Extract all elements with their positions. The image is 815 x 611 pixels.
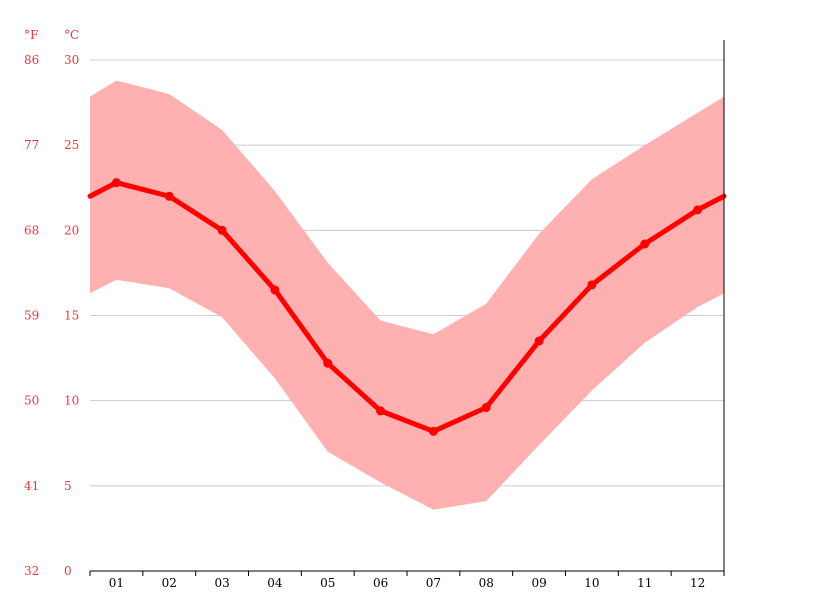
average-point-02 bbox=[164, 191, 174, 201]
fahrenheit-unit-label: °F bbox=[24, 28, 39, 42]
x-tick-label-02: 02 bbox=[162, 576, 177, 590]
axis-layer bbox=[89, 40, 725, 576]
average-point-12 bbox=[693, 205, 703, 215]
average-point-06 bbox=[376, 406, 386, 416]
tick-label-layer: 01 02 03 04 05 06 07 08 09 10 11 12 0 32 5 41 10 50 15 59 20… bbox=[24, 53, 705, 590]
average-point-01 bbox=[111, 178, 121, 188]
average-point-11 bbox=[640, 239, 650, 249]
x-tick-label-10: 10 bbox=[584, 576, 599, 590]
y-tick-label-fahrenheit-50: 50 bbox=[24, 394, 39, 408]
celsius-unit-label: °C bbox=[64, 28, 80, 42]
x-tick-label-06: 06 bbox=[373, 576, 388, 590]
y-tick-label-fahrenheit-41: 41 bbox=[24, 479, 39, 493]
x-tick-label-08: 08 bbox=[479, 576, 494, 590]
y-tick-label-fahrenheit-86: 86 bbox=[24, 53, 39, 67]
average-point-07 bbox=[428, 426, 438, 436]
y-tick-label-celsius-20: 20 bbox=[64, 223, 79, 237]
temperature-range-band bbox=[90, 80, 724, 510]
y-tick-label-fahrenheit-68: 68 bbox=[24, 223, 39, 237]
average-point-05 bbox=[323, 358, 333, 368]
y-tick-label-celsius-25: 25 bbox=[64, 138, 79, 152]
average-temperature-line bbox=[87, 180, 727, 434]
average-line-layer bbox=[87, 178, 727, 436]
average-point-10 bbox=[587, 280, 597, 290]
x-tick-label-03: 03 bbox=[214, 576, 229, 590]
x-tick-label-01: 01 bbox=[109, 576, 124, 590]
x-tick-label-07: 07 bbox=[426, 576, 441, 590]
y-tick-label-celsius-15: 15 bbox=[64, 309, 79, 323]
x-tick-label-04: 04 bbox=[267, 576, 283, 590]
y-tick-label-celsius-30: 30 bbox=[64, 53, 79, 67]
y-tick-label-celsius-10: 10 bbox=[64, 394, 79, 408]
y-tick-label-fahrenheit-32: 32 bbox=[24, 564, 39, 578]
average-point-03 bbox=[217, 225, 227, 235]
y-tick-label-celsius-5: 5 bbox=[64, 479, 72, 493]
x-tick-label-11: 11 bbox=[637, 576, 652, 590]
x-tick-label-09: 09 bbox=[531, 576, 546, 590]
x-tick-label-05: 05 bbox=[320, 576, 335, 590]
average-point-08 bbox=[481, 402, 491, 412]
average-point-04 bbox=[270, 285, 280, 295]
y-tick-label-fahrenheit-59: 59 bbox=[24, 309, 39, 323]
range-band-layer bbox=[90, 80, 724, 510]
y-tick-label-fahrenheit-77: 77 bbox=[24, 138, 39, 152]
x-tick-label-12: 12 bbox=[690, 576, 705, 590]
average-point-09 bbox=[534, 336, 544, 346]
y-tick-label-celsius-0: 0 bbox=[64, 564, 72, 578]
